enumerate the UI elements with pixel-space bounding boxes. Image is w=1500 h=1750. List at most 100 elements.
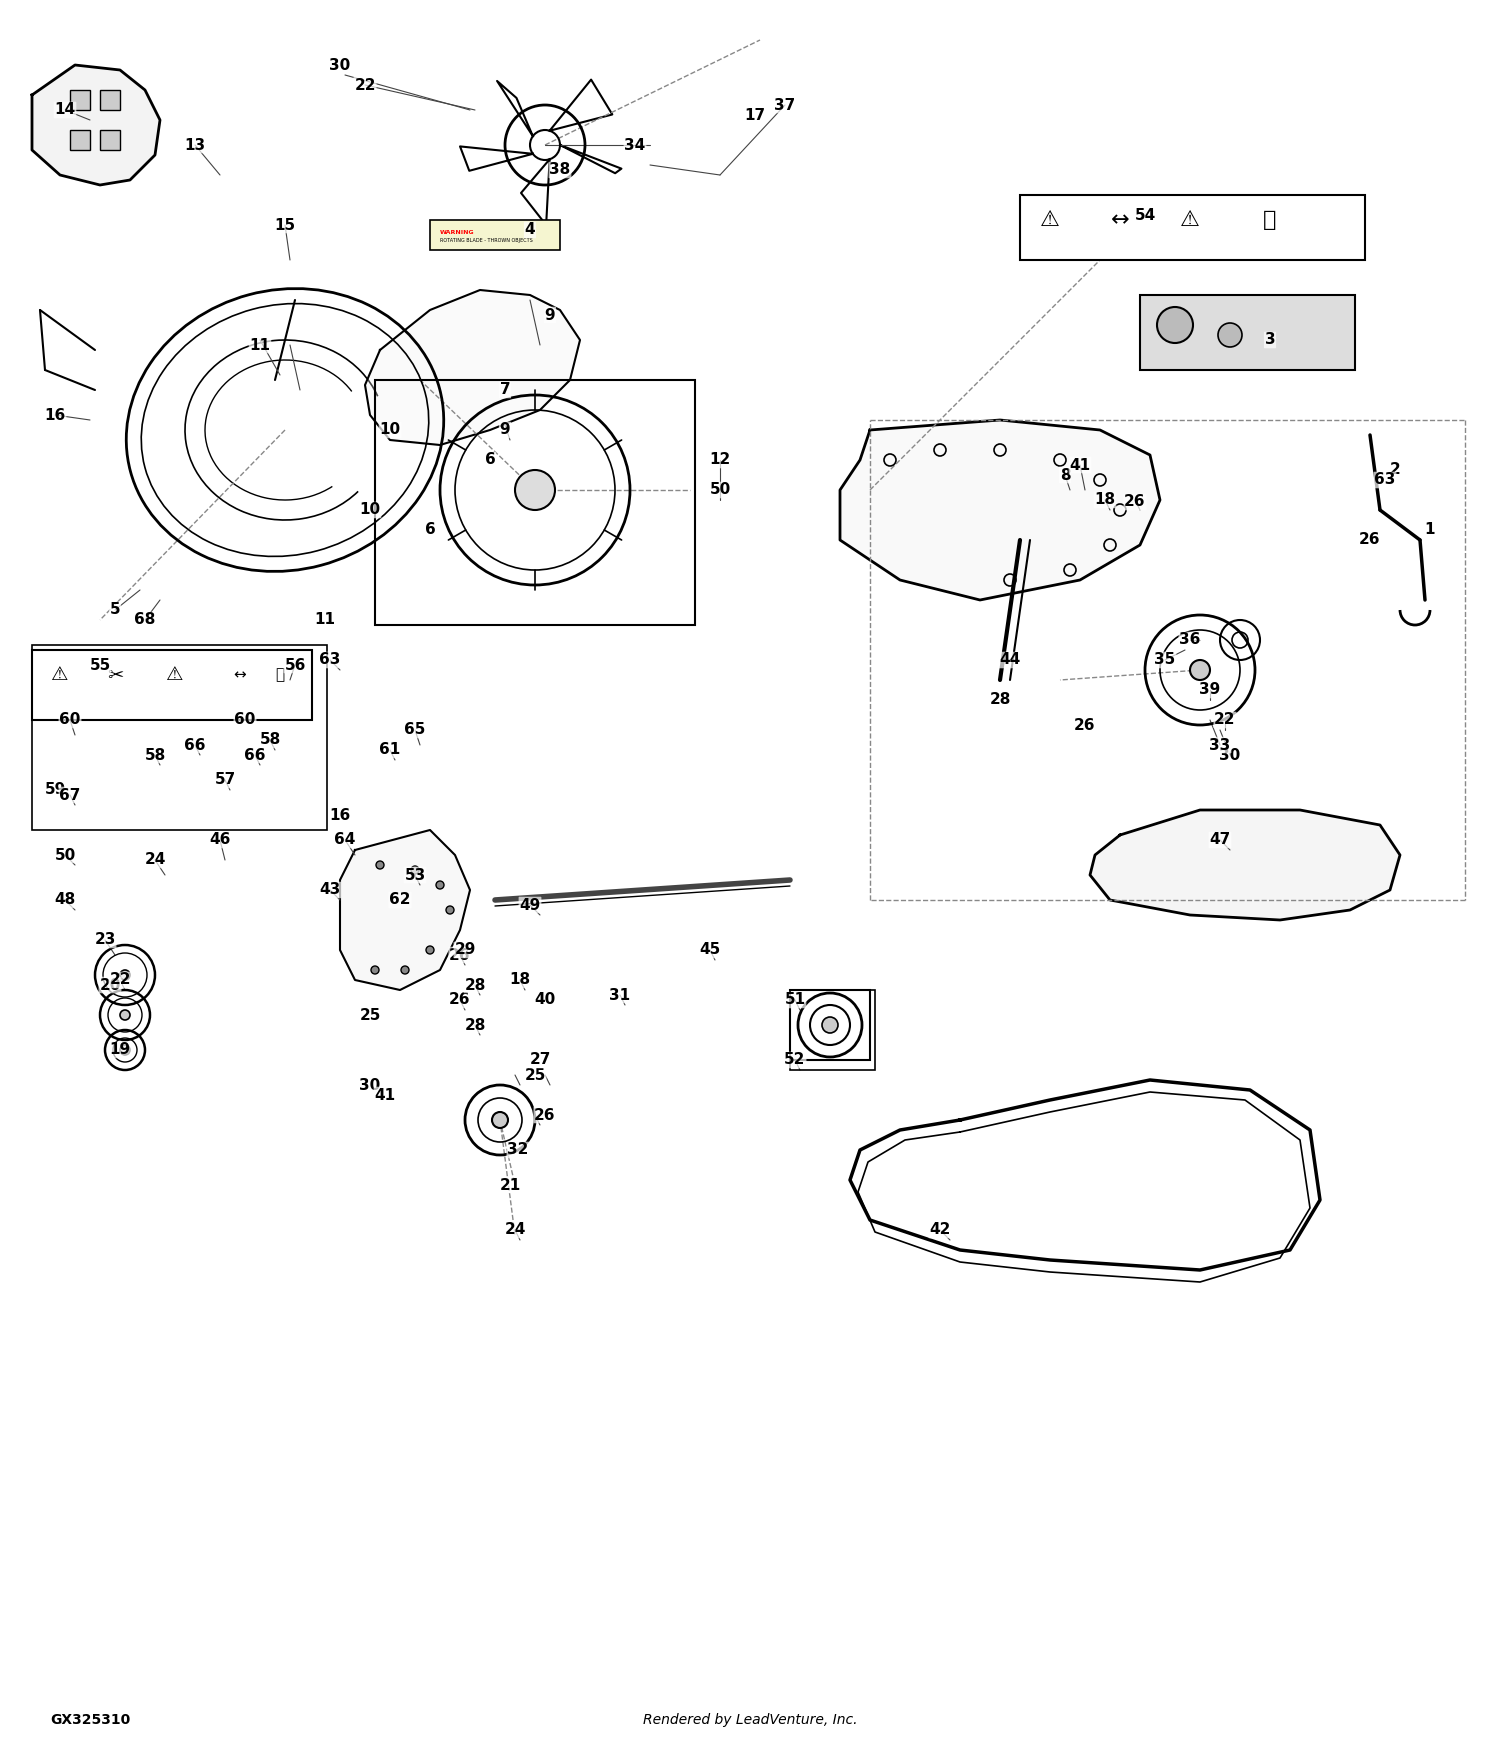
Text: 26: 26: [450, 947, 471, 963]
Text: 11: 11: [249, 338, 270, 352]
Text: 60: 60: [234, 712, 255, 728]
Text: 53: 53: [405, 868, 426, 882]
Bar: [100, 89, 120, 110]
Text: 6: 6: [484, 453, 495, 467]
Circle shape: [1156, 306, 1192, 343]
Circle shape: [822, 1017, 839, 1032]
Text: 47: 47: [1209, 833, 1230, 847]
Text: 65: 65: [405, 723, 426, 737]
Text: 26: 26: [1074, 718, 1095, 733]
Text: 10: 10: [360, 502, 381, 518]
Text: ↔: ↔: [234, 667, 246, 682]
Circle shape: [411, 866, 419, 873]
Text: 📋: 📋: [1263, 210, 1276, 229]
Circle shape: [120, 1010, 130, 1020]
Text: ⚠: ⚠: [1180, 210, 1200, 229]
Text: 12: 12: [710, 453, 730, 467]
Text: 46: 46: [210, 833, 231, 847]
Text: 41: 41: [1070, 457, 1090, 472]
Text: 9: 9: [500, 422, 510, 438]
Text: 28: 28: [990, 693, 1011, 707]
Text: 49: 49: [519, 898, 540, 912]
Text: 54: 54: [1134, 208, 1155, 222]
Text: 28: 28: [465, 978, 486, 992]
Bar: [1140, 296, 1354, 369]
Text: 27: 27: [530, 1052, 550, 1068]
Text: 67: 67: [60, 788, 81, 803]
Text: 5: 5: [110, 602, 120, 618]
Text: ⚠: ⚠: [1040, 210, 1060, 229]
Text: 25: 25: [525, 1068, 546, 1083]
Text: 22: 22: [1214, 712, 1236, 728]
Text: 31: 31: [609, 987, 630, 1003]
Text: ✂: ✂: [106, 665, 123, 684]
Text: 29: 29: [454, 943, 476, 957]
Circle shape: [514, 471, 555, 509]
Bar: [430, 220, 560, 250]
Text: 50: 50: [54, 847, 75, 863]
Text: 8: 8: [1059, 467, 1071, 483]
Text: 52: 52: [784, 1052, 806, 1068]
Bar: [70, 130, 90, 150]
Text: 21: 21: [500, 1178, 520, 1192]
Text: 26: 26: [1124, 495, 1146, 509]
Text: 3: 3: [1264, 332, 1275, 348]
Text: 40: 40: [534, 992, 555, 1008]
Text: 22: 22: [354, 77, 376, 93]
Circle shape: [120, 970, 130, 980]
Text: GX325310: GX325310: [50, 1713, 130, 1727]
Text: 48: 48: [54, 892, 75, 908]
Text: 45: 45: [699, 943, 720, 957]
Text: 61: 61: [380, 742, 400, 758]
Text: 26: 26: [1359, 532, 1380, 548]
Text: 14: 14: [54, 103, 75, 117]
Text: 18: 18: [510, 973, 531, 987]
Text: 30: 30: [330, 58, 351, 72]
Text: 🚶: 🚶: [276, 667, 285, 682]
Text: 64: 64: [334, 833, 356, 847]
Text: 55: 55: [90, 658, 111, 672]
Text: 41: 41: [375, 1087, 396, 1102]
Text: 63: 63: [320, 653, 340, 667]
Text: 1: 1: [1425, 523, 1436, 537]
Text: ⚠: ⚠: [51, 665, 69, 684]
Text: 59: 59: [45, 782, 66, 798]
Circle shape: [492, 1111, 508, 1129]
Circle shape: [426, 947, 433, 954]
Text: 68: 68: [135, 612, 156, 628]
Text: 62: 62: [390, 892, 411, 908]
Text: 63: 63: [1374, 473, 1395, 488]
Text: 22: 22: [110, 973, 130, 987]
Text: 26: 26: [450, 992, 471, 1008]
Text: 51: 51: [784, 992, 806, 1008]
Polygon shape: [1090, 810, 1400, 920]
Text: 23: 23: [94, 933, 116, 947]
Text: 66: 66: [244, 747, 266, 763]
Text: 24: 24: [144, 852, 165, 868]
Bar: [790, 990, 874, 1069]
Text: 28: 28: [465, 1017, 486, 1032]
Text: 56: 56: [285, 658, 306, 672]
Text: 58: 58: [144, 747, 165, 763]
Bar: [790, 990, 870, 1060]
Text: 32: 32: [507, 1143, 528, 1157]
Text: 6: 6: [424, 523, 435, 537]
Circle shape: [436, 880, 444, 889]
Text: 26: 26: [534, 1108, 555, 1122]
Text: 20: 20: [99, 978, 120, 992]
Text: 9: 9: [544, 308, 555, 322]
Text: 60: 60: [60, 712, 81, 728]
Text: 13: 13: [184, 138, 206, 152]
Polygon shape: [840, 420, 1160, 600]
Polygon shape: [364, 290, 580, 444]
Text: 33: 33: [1209, 737, 1230, 752]
Bar: [32, 649, 312, 719]
Circle shape: [446, 906, 454, 914]
Text: 35: 35: [1155, 653, 1176, 667]
Text: Rendered by LeadVenture, Inc.: Rendered by LeadVenture, Inc.: [642, 1713, 856, 1727]
Text: 44: 44: [999, 653, 1020, 667]
Text: ↔: ↔: [1110, 210, 1130, 229]
Bar: [32, 646, 327, 830]
Text: 43: 43: [320, 882, 340, 898]
Polygon shape: [340, 830, 470, 990]
